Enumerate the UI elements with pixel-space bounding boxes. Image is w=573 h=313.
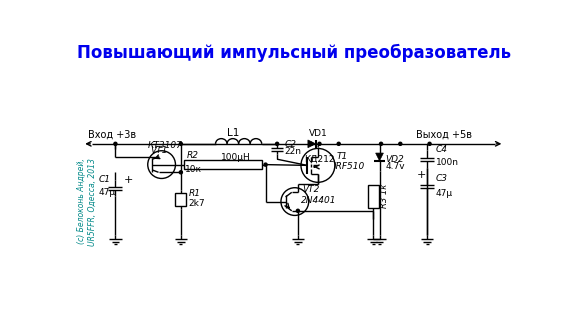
Text: C4: C4 [435, 145, 448, 153]
Polygon shape [376, 153, 383, 161]
Text: 47μ: 47μ [435, 189, 453, 198]
Text: 47μ: 47μ [99, 188, 116, 198]
Text: Повышающий импульсный преобразователь: Повышающий импульсный преобразователь [77, 44, 511, 62]
Text: C1: C1 [99, 175, 111, 184]
Text: (c) Белоконь Андрей,
UR5FFR, Одесса, 2013: (c) Белоконь Андрей, UR5FFR, Одесса, 201… [77, 158, 97, 245]
Text: 22n: 22n [285, 147, 302, 156]
Circle shape [309, 142, 312, 145]
Text: 2k7: 2k7 [189, 199, 205, 208]
Circle shape [296, 209, 300, 212]
Text: 100n: 100n [435, 158, 459, 167]
Text: +: + [417, 170, 426, 180]
Circle shape [276, 142, 278, 145]
Circle shape [264, 163, 267, 166]
Text: VD1: VD1 [309, 129, 327, 138]
Circle shape [428, 142, 431, 145]
Circle shape [179, 142, 182, 145]
Text: 100μH: 100μH [221, 153, 250, 162]
Bar [175, 193, 186, 206]
Text: Вход +3в: Вход +3в [88, 130, 136, 140]
Text: 10к: 10к [185, 165, 202, 174]
Circle shape [399, 142, 402, 145]
Text: 4.7v: 4.7v [386, 162, 405, 171]
Text: КД212: КД212 [304, 155, 335, 164]
Text: R2: R2 [187, 151, 199, 161]
Text: +: + [124, 175, 134, 185]
Text: VD2: VD2 [386, 155, 405, 164]
Text: C2: C2 [285, 140, 297, 149]
Text: L1: L1 [227, 128, 240, 138]
Bar [368, 185, 379, 208]
Circle shape [337, 142, 340, 145]
Circle shape [379, 142, 383, 145]
Polygon shape [308, 140, 316, 148]
Text: C3: C3 [435, 174, 448, 183]
Text: Выход +5в: Выход +5в [415, 130, 472, 140]
Text: R3 1к: R3 1к [380, 184, 389, 208]
Text: КТ3107: КТ3107 [148, 141, 183, 150]
Circle shape [179, 171, 182, 174]
Circle shape [318, 142, 321, 145]
Text: IRF510: IRF510 [333, 162, 364, 171]
Text: 2N4401: 2N4401 [301, 196, 336, 205]
Bar [184, 160, 262, 169]
Circle shape [114, 142, 117, 145]
Text: T1: T1 [336, 152, 348, 161]
Text: VT2: VT2 [303, 185, 320, 194]
Text: R1: R1 [189, 189, 201, 198]
Text: VT1: VT1 [150, 146, 167, 155]
